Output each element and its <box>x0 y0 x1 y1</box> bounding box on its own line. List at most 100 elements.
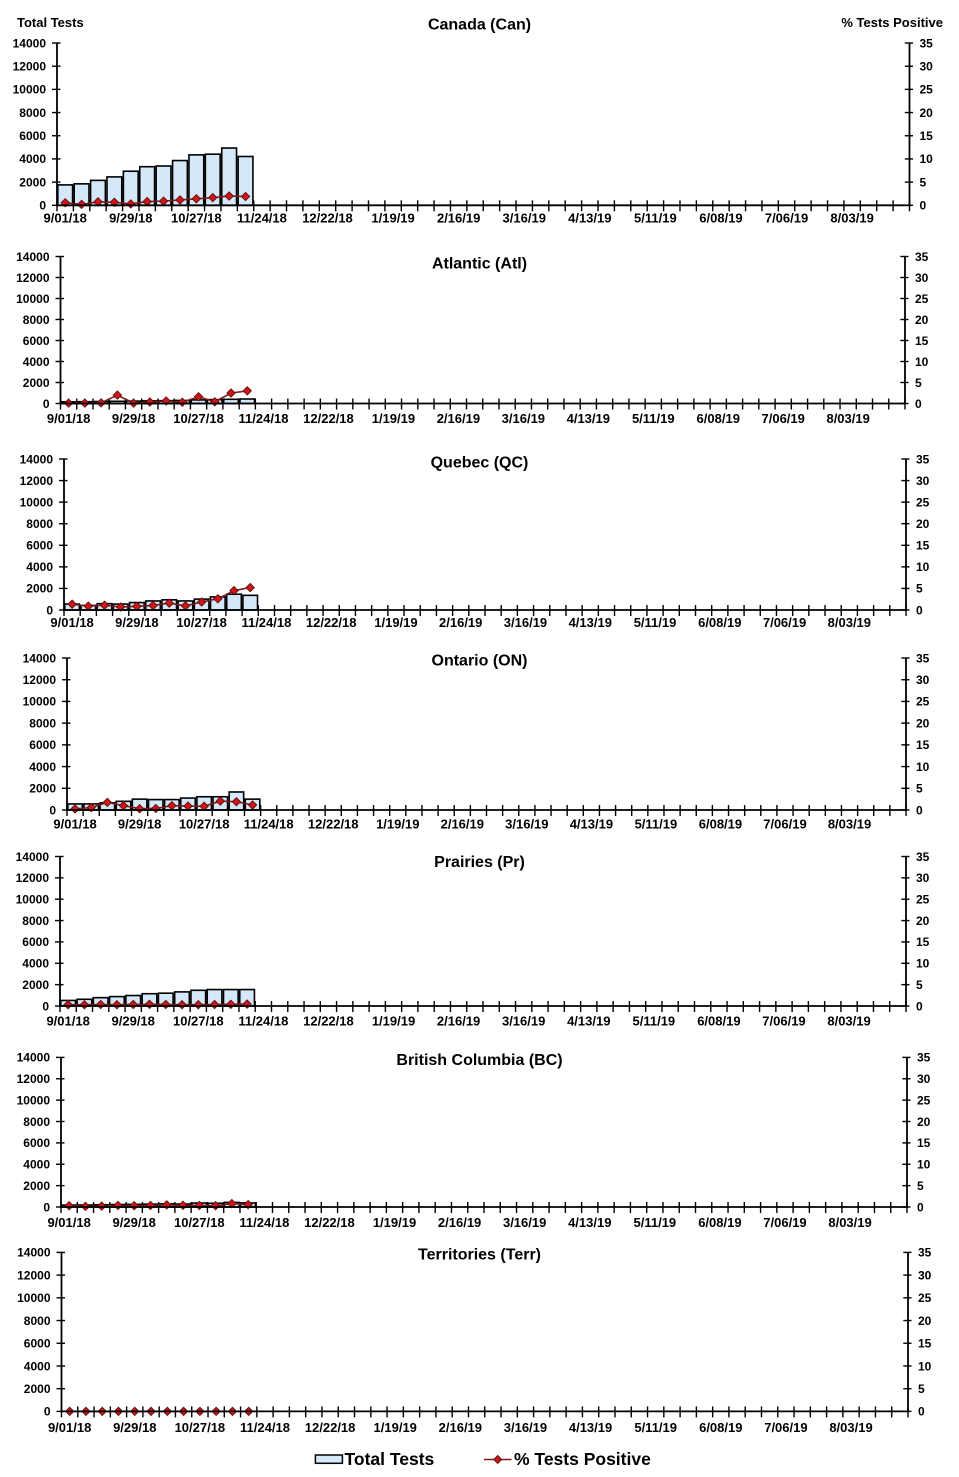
svg-text:14000: 14000 <box>17 1246 51 1260</box>
svg-text:9/29/18: 9/29/18 <box>113 1420 156 1435</box>
svg-text:4/13/19: 4/13/19 <box>569 615 612 630</box>
svg-text:7/06/19: 7/06/19 <box>762 1014 805 1029</box>
svg-text:4000: 4000 <box>23 355 50 369</box>
svg-text:0: 0 <box>44 1405 51 1419</box>
svg-text:9/29/18: 9/29/18 <box>118 817 161 832</box>
svg-text:8/03/19: 8/03/19 <box>826 411 869 426</box>
svg-text:14000: 14000 <box>20 452 54 466</box>
svg-text:6000: 6000 <box>23 1136 50 1150</box>
svg-text:30: 30 <box>916 474 930 488</box>
svg-text:12/22/18: 12/22/18 <box>306 615 357 630</box>
svg-text:25: 25 <box>916 495 930 509</box>
svg-text:7/06/19: 7/06/19 <box>763 1215 806 1230</box>
svg-text:2000: 2000 <box>23 1179 50 1193</box>
svg-text:9/29/18: 9/29/18 <box>113 1215 156 1230</box>
svg-text:8/03/19: 8/03/19 <box>829 1420 872 1435</box>
svg-text:10/27/18: 10/27/18 <box>176 615 227 630</box>
svg-text:14000: 14000 <box>16 850 50 864</box>
svg-text:6/08/19: 6/08/19 <box>697 1014 740 1029</box>
svg-text:4/13/19: 4/13/19 <box>569 1420 612 1435</box>
svg-text:Quebec (QC): Quebec (QC) <box>431 454 529 471</box>
svg-text:8/03/19: 8/03/19 <box>828 1215 871 1230</box>
svg-text:3/16/19: 3/16/19 <box>502 411 545 426</box>
svg-text:0: 0 <box>43 397 50 411</box>
svg-text:10000: 10000 <box>16 292 50 306</box>
svg-text:9/29/18: 9/29/18 <box>115 615 158 630</box>
svg-text:4000: 4000 <box>23 1158 50 1172</box>
svg-text:Prairies (Pr): Prairies (Pr) <box>434 854 525 871</box>
svg-text:0: 0 <box>915 397 922 411</box>
svg-text:30: 30 <box>920 59 934 73</box>
svg-text:4/13/19: 4/13/19 <box>567 411 610 426</box>
svg-text:12000: 12000 <box>17 1268 51 1282</box>
svg-text:9/01/18: 9/01/18 <box>44 211 87 226</box>
svg-text:8/03/19: 8/03/19 <box>828 817 871 832</box>
svg-text:% Tests Positive: % Tests Positive <box>514 1449 651 1469</box>
svg-text:20: 20 <box>915 313 929 327</box>
svg-text:5/11/19: 5/11/19 <box>632 411 675 426</box>
svg-text:4/13/19: 4/13/19 <box>568 211 611 226</box>
svg-text:10/27/18: 10/27/18 <box>173 1014 224 1029</box>
svg-text:3/16/19: 3/16/19 <box>503 1215 546 1230</box>
svg-text:14000: 14000 <box>13 36 47 50</box>
svg-text:4/13/19: 4/13/19 <box>567 1014 610 1029</box>
svg-text:12/22/18: 12/22/18 <box>303 1014 354 1029</box>
svg-text:10000: 10000 <box>16 893 50 907</box>
svg-text:2000: 2000 <box>19 175 46 189</box>
svg-text:25: 25 <box>920 83 934 97</box>
svg-text:12/22/18: 12/22/18 <box>308 817 359 832</box>
svg-text:8000: 8000 <box>26 517 53 531</box>
svg-text:5/11/19: 5/11/19 <box>635 817 678 832</box>
svg-text:15: 15 <box>920 129 934 143</box>
svg-text:10: 10 <box>916 957 930 971</box>
svg-text:2000: 2000 <box>26 582 53 596</box>
svg-text:14000: 14000 <box>17 1051 51 1065</box>
svg-text:2/16/19: 2/16/19 <box>441 817 484 832</box>
svg-text:6000: 6000 <box>22 935 49 949</box>
svg-text:20: 20 <box>916 716 930 730</box>
svg-text:6000: 6000 <box>23 334 50 348</box>
svg-text:30: 30 <box>917 1072 931 1086</box>
svg-text:Canada (Can): Canada (Can) <box>428 17 531 34</box>
svg-text:2/16/19: 2/16/19 <box>437 1014 480 1029</box>
svg-text:2/16/19: 2/16/19 <box>437 211 480 226</box>
svg-text:1/19/19: 1/19/19 <box>374 1420 417 1435</box>
svg-text:10/27/18: 10/27/18 <box>175 1420 226 1435</box>
svg-text:% Tests Positive: % Tests Positive <box>841 15 943 30</box>
svg-text:14000: 14000 <box>23 651 57 665</box>
svg-text:7/06/19: 7/06/19 <box>763 615 806 630</box>
svg-text:6/08/19: 6/08/19 <box>699 211 742 226</box>
svg-text:5/11/19: 5/11/19 <box>633 1014 676 1029</box>
svg-text:2000: 2000 <box>29 782 56 796</box>
svg-text:35: 35 <box>918 1246 932 1260</box>
svg-text:5: 5 <box>920 175 927 189</box>
svg-text:8/03/19: 8/03/19 <box>830 211 873 226</box>
svg-text:30: 30 <box>918 1268 932 1282</box>
svg-text:25: 25 <box>917 1093 931 1107</box>
svg-text:15: 15 <box>918 1337 932 1351</box>
svg-text:6000: 6000 <box>29 738 56 752</box>
svg-text:12000: 12000 <box>23 673 57 687</box>
svg-text:4000: 4000 <box>22 957 49 971</box>
svg-text:12000: 12000 <box>16 271 50 285</box>
svg-text:1/19/19: 1/19/19 <box>372 1014 415 1029</box>
svg-text:12/22/18: 12/22/18 <box>305 1420 356 1435</box>
svg-text:10000: 10000 <box>20 495 54 509</box>
svg-text:8000: 8000 <box>23 313 50 327</box>
svg-text:10/27/18: 10/27/18 <box>174 1215 225 1230</box>
svg-text:6/08/19: 6/08/19 <box>697 411 740 426</box>
svg-text:0: 0 <box>916 999 923 1013</box>
svg-text:14000: 14000 <box>16 250 50 264</box>
svg-text:2/16/19: 2/16/19 <box>439 615 482 630</box>
svg-text:15: 15 <box>917 1136 931 1150</box>
svg-text:11/24/18: 11/24/18 <box>244 817 294 832</box>
svg-text:8000: 8000 <box>19 106 46 120</box>
svg-text:10: 10 <box>917 1158 931 1172</box>
svg-text:Territories (Terr): Territories (Terr) <box>418 1246 541 1263</box>
svg-text:9/29/18: 9/29/18 <box>112 1014 155 1029</box>
svg-text:10/27/18: 10/27/18 <box>171 211 222 226</box>
svg-text:1/19/19: 1/19/19 <box>376 817 419 832</box>
svg-text:30: 30 <box>916 871 930 885</box>
svg-text:15: 15 <box>916 738 930 752</box>
svg-text:0: 0 <box>42 999 49 1013</box>
